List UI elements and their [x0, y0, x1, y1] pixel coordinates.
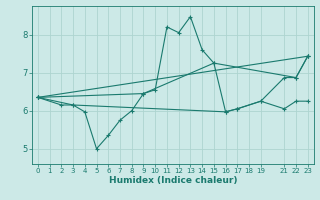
X-axis label: Humidex (Indice chaleur): Humidex (Indice chaleur) [108, 176, 237, 185]
